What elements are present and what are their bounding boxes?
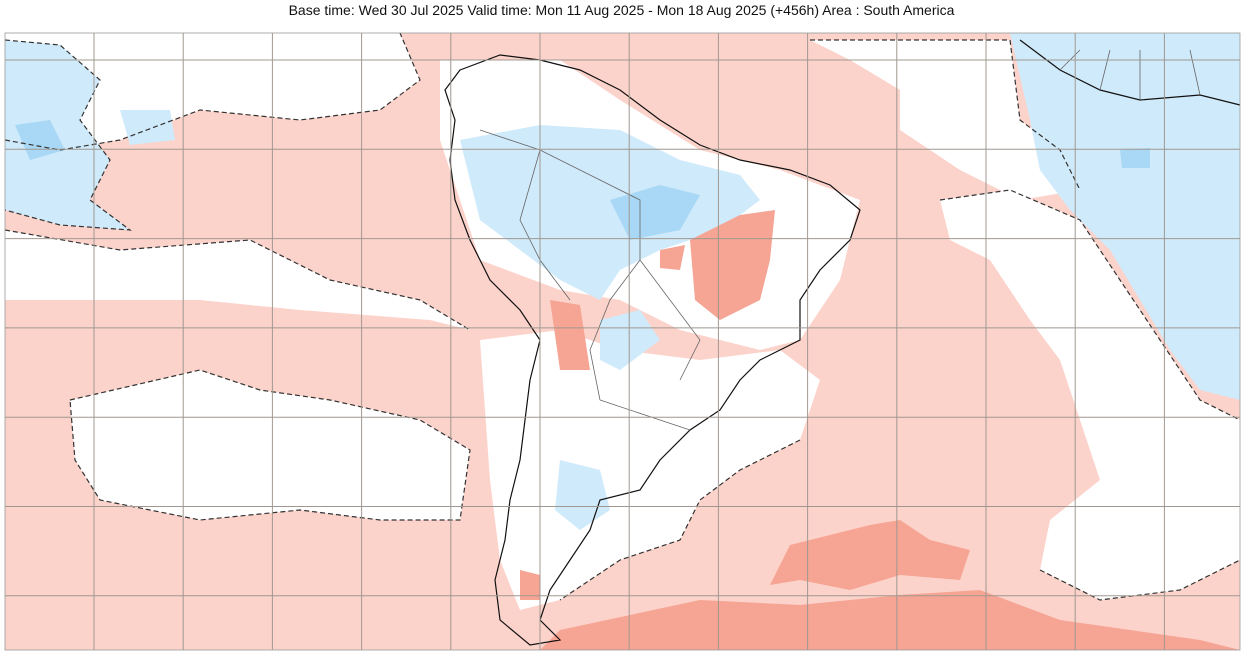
graticule [5,33,1240,650]
strong-positive [520,210,1240,650]
contours [5,33,1240,601]
anomaly-field [5,33,1240,650]
map-frame [4,32,1241,651]
strong-negative [15,120,1150,240]
map-title: Base time: Wed 30 Jul 2025 Valid time: M… [288,2,955,18]
